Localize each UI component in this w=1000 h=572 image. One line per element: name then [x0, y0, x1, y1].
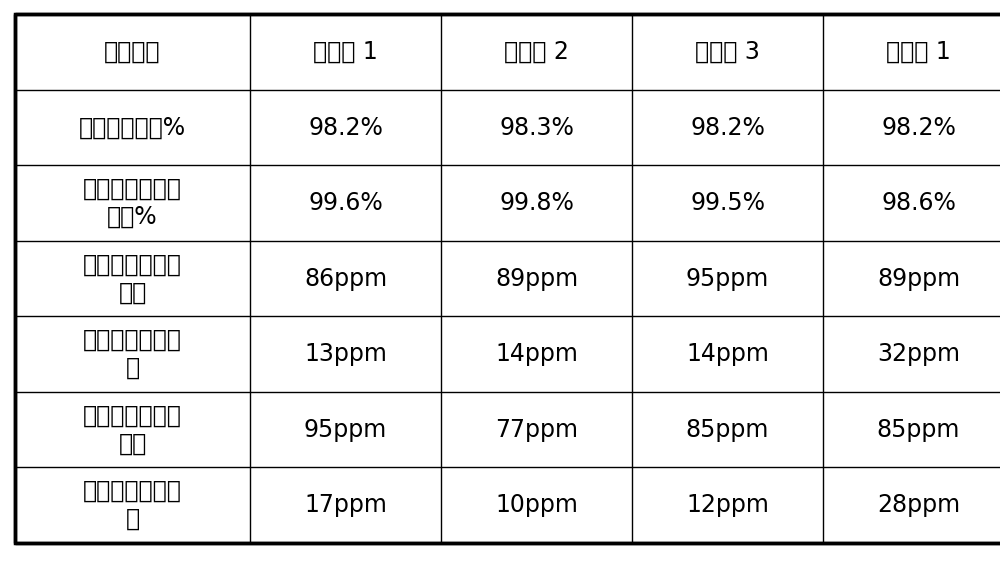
Text: 实施例 3: 实施例 3: [695, 40, 760, 64]
Text: 28ppm: 28ppm: [877, 493, 960, 517]
Text: 实施例 1: 实施例 1: [313, 40, 378, 64]
Text: 77ppm: 77ppm: [495, 418, 578, 442]
Text: 10ppm: 10ppm: [495, 493, 578, 517]
Text: 实施例 2: 实施例 2: [504, 40, 569, 64]
Text: 粗乙兹中硫化氢
含量: 粗乙兹中硫化氢 含量: [83, 404, 182, 455]
Text: 净化后硫化氢含
量: 净化后硫化氢含 量: [83, 479, 182, 531]
Text: 99.5%: 99.5%: [690, 191, 765, 215]
Text: 86ppm: 86ppm: [304, 267, 387, 291]
Text: 85ppm: 85ppm: [877, 418, 960, 442]
Text: 溶解乙兹含量%: 溶解乙兹含量%: [79, 116, 186, 140]
Text: 14ppm: 14ppm: [686, 342, 769, 366]
Text: 测试对象: 测试对象: [104, 40, 161, 64]
Text: 98.6%: 98.6%: [881, 191, 956, 215]
Text: 对比例 1: 对比例 1: [886, 40, 951, 64]
Text: 32ppm: 32ppm: [877, 342, 960, 366]
Text: 净化后溶解乙兹
含量%: 净化后溶解乙兹 含量%: [83, 177, 182, 229]
Text: 14ppm: 14ppm: [495, 342, 578, 366]
Text: 98.2%: 98.2%: [308, 116, 383, 140]
Text: 85ppm: 85ppm: [686, 418, 769, 442]
Text: 89ppm: 89ppm: [877, 267, 960, 291]
Text: 12ppm: 12ppm: [686, 493, 769, 517]
Text: 17ppm: 17ppm: [304, 493, 387, 517]
Text: 99.6%: 99.6%: [308, 191, 383, 215]
Text: 13ppm: 13ppm: [304, 342, 387, 366]
Text: 净化后磷化氢含
量: 净化后磷化氢含 量: [83, 328, 182, 380]
Text: 95ppm: 95ppm: [304, 418, 387, 442]
Text: 98.2%: 98.2%: [690, 116, 765, 140]
Text: 98.2%: 98.2%: [881, 116, 956, 140]
Text: 95ppm: 95ppm: [686, 267, 769, 291]
Text: 粗乙兹中磷化氢
含量: 粗乙兹中磷化氢 含量: [83, 253, 182, 304]
Text: 98.3%: 98.3%: [499, 116, 574, 140]
Text: 89ppm: 89ppm: [495, 267, 578, 291]
Text: 99.8%: 99.8%: [499, 191, 574, 215]
